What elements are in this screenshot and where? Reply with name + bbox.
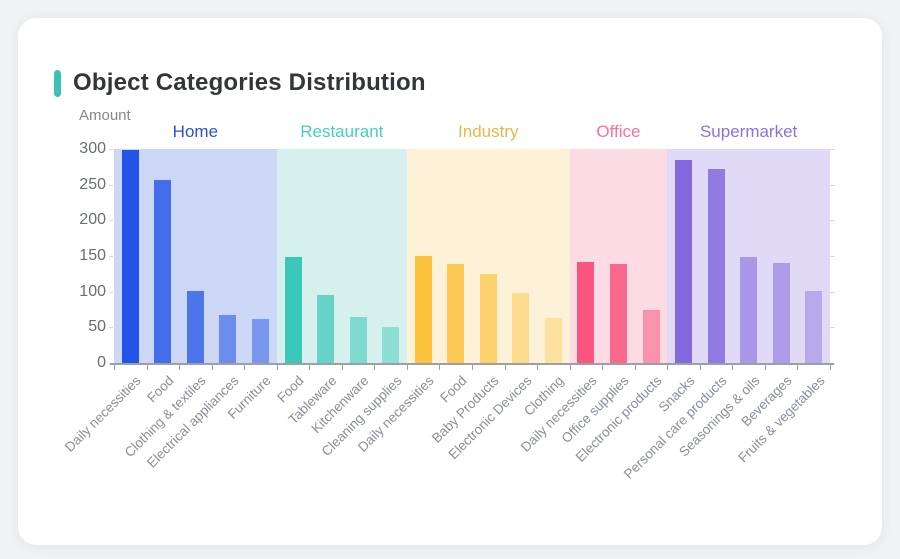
bar-supermarket-1[interactable] bbox=[707, 168, 725, 363]
x-axis-tick bbox=[439, 365, 441, 370]
y-tick-mark bbox=[109, 220, 113, 222]
x-axis-tick bbox=[634, 365, 636, 370]
bar-restaurant-3[interactable] bbox=[382, 327, 400, 363]
x-axis-tick bbox=[244, 365, 246, 370]
group-label-supermarket: Supermarket bbox=[699, 122, 798, 141]
bar-restaurant-0[interactable] bbox=[284, 257, 302, 363]
x-axis-tick bbox=[699, 365, 701, 370]
bar-restaurant-1[interactable] bbox=[317, 294, 335, 363]
y-tick-mark-right bbox=[830, 256, 835, 257]
y-tick-mark bbox=[109, 184, 113, 186]
x-axis-tick bbox=[830, 365, 831, 370]
x-axis-tick bbox=[374, 365, 376, 370]
x-axis-tick bbox=[146, 365, 148, 370]
x-axis-tick bbox=[309, 365, 311, 370]
group-label-industry: Industry bbox=[458, 122, 519, 141]
x-axis-tick bbox=[276, 365, 278, 370]
group-label-office: Office bbox=[596, 122, 641, 141]
title-row: Object Categories Distribution bbox=[54, 68, 426, 98]
bar-home-2[interactable] bbox=[186, 290, 204, 363]
y-axis-tick-label: 50 bbox=[88, 318, 106, 336]
x-axis-tick bbox=[114, 365, 115, 370]
bar-industry-4[interactable] bbox=[544, 318, 562, 363]
x-axis-tick bbox=[472, 365, 473, 370]
y-tick-mark bbox=[109, 327, 113, 329]
chart-title: Object Categories Distribution bbox=[73, 69, 426, 96]
bar-home-4[interactable] bbox=[251, 318, 269, 363]
bar-home-3[interactable] bbox=[219, 315, 237, 363]
x-axis-tick bbox=[537, 365, 539, 370]
y-axis-tick-label: 100 bbox=[79, 282, 106, 300]
bar-home-1[interactable] bbox=[154, 179, 172, 363]
x-axis-tick bbox=[569, 365, 571, 370]
y-tick-mark-right bbox=[830, 149, 835, 150]
x-axis-tick bbox=[504, 365, 506, 370]
x-axis-tick bbox=[764, 365, 766, 370]
bar-restaurant-2[interactable] bbox=[349, 316, 367, 363]
bar-industry-0[interactable] bbox=[414, 256, 432, 363]
y-tick-mark-right bbox=[830, 291, 835, 293]
y-tick-mark bbox=[109, 291, 113, 293]
bar-supermarket-0[interactable] bbox=[675, 159, 693, 363]
y-axis-tick-label: 300 bbox=[79, 140, 106, 157]
bar-chart: Home Daily necessities Food Clothing & text… bbox=[18, 18, 900, 559]
x-axis-tick bbox=[667, 365, 669, 370]
bar-industry-3[interactable] bbox=[512, 293, 530, 363]
group-label-home: Home bbox=[172, 122, 219, 141]
y-axis-title: Amount bbox=[79, 107, 131, 124]
y-axis-tick-label: 200 bbox=[79, 211, 106, 229]
y-axis-tick-label: 150 bbox=[79, 247, 106, 264]
bar-supermarket-4[interactable] bbox=[805, 290, 823, 363]
x-axis-tick bbox=[797, 365, 799, 370]
bar-office-1[interactable] bbox=[609, 263, 627, 363]
x-axis-tick bbox=[732, 365, 734, 370]
bar-office-0[interactable] bbox=[577, 261, 595, 363]
x-axis-tick bbox=[179, 365, 181, 370]
bar-industry-2[interactable] bbox=[479, 273, 497, 363]
x-axis-tick bbox=[211, 365, 213, 370]
x-axis-line bbox=[110, 363, 834, 365]
group-label-restaurant: Restaurant bbox=[300, 122, 384, 141]
bar-supermarket-2[interactable] bbox=[740, 256, 758, 363]
bar-office-2[interactable] bbox=[642, 309, 660, 363]
bar-supermarket-3[interactable] bbox=[772, 263, 790, 363]
x-axis-tick bbox=[602, 365, 604, 370]
y-tick-mark-right bbox=[830, 184, 835, 186]
y-axis-tick-label: 0 bbox=[97, 354, 106, 371]
y-tick-mark-right bbox=[830, 220, 835, 222]
bar-home-0[interactable] bbox=[121, 150, 139, 363]
title-accent-bar bbox=[54, 69, 61, 97]
y-tick-mark-right bbox=[830, 327, 835, 329]
chart-card: Object Categories Distribution Amount Ho… bbox=[18, 18, 882, 545]
bar-industry-1[interactable] bbox=[447, 263, 465, 363]
x-axis-tick bbox=[406, 365, 408, 370]
y-tick-mark bbox=[109, 149, 113, 150]
x-axis-tick bbox=[341, 365, 343, 370]
y-axis-tick-label: 250 bbox=[79, 175, 106, 193]
y-tick-mark bbox=[109, 256, 113, 257]
